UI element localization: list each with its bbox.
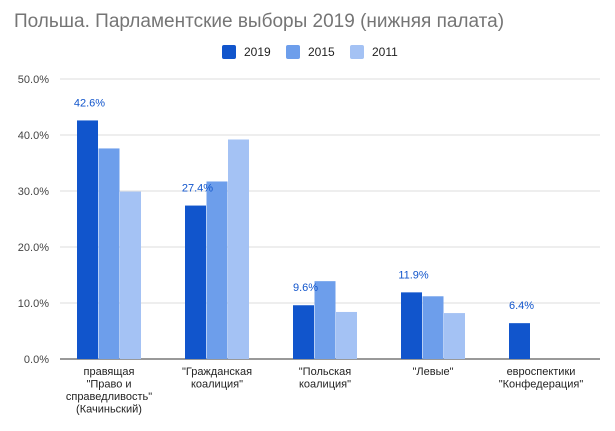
y-tick-label: 10.0%: [18, 298, 49, 310]
x-axis-categories: правящая "Право и справедливость" (Качиньск…: [66, 366, 583, 416]
chart-title: Польша. Парламентские выборы 2019 (нижня…: [14, 11, 504, 32]
data-label: 11.9%: [398, 269, 429, 281]
y-tick-label: 40.0%: [18, 130, 49, 142]
data-labels: 42.6% 27.4% 9.6% 11.9% 6.4%: [74, 97, 534, 312]
bar-2015: [314, 281, 336, 359]
bar-2019: [509, 323, 530, 359]
x-category-label: правящая "Право и справедливость" (Качиньск…: [66, 366, 152, 416]
data-label: 27.4%: [182, 183, 213, 195]
y-tick-label: 50.0%: [18, 74, 49, 86]
y-tick-label: 20.0%: [18, 242, 49, 254]
y-axis-ticks: 0.0% 10.0% 20.0% 30.0% 40.0% 50.0%: [18, 74, 49, 366]
legend-swatch: [286, 45, 300, 59]
data-label: 6.4%: [509, 300, 534, 312]
bar-2015: [206, 181, 228, 359]
y-tick-label: 0.0%: [24, 354, 49, 366]
bar-2011: [120, 191, 141, 359]
chart-bars: [77, 120, 530, 359]
chart-legend: 2019 2015 2011: [222, 45, 398, 59]
legend-label: 2015: [308, 45, 335, 59]
data-label: 42.6%: [74, 97, 105, 109]
x-category-label: "Гражданская коалиция": [182, 366, 252, 391]
bar-2015: [422, 296, 444, 359]
legend-swatch: [350, 45, 364, 59]
bar-2019: [293, 305, 314, 359]
bar-2011: [336, 311, 357, 359]
bar-2019: [401, 292, 422, 359]
legend-label: 2011: [372, 45, 398, 59]
x-category-label: "Левые": [412, 366, 453, 378]
x-category-label: "Польская коалиция": [299, 366, 352, 391]
bar-2011: [444, 313, 465, 359]
bar-2011: [228, 139, 249, 359]
bar-2015: [98, 148, 120, 359]
x-category-label: евроспектики "Конфедерация": [499, 366, 584, 391]
data-label: 9.6%: [293, 282, 318, 294]
y-tick-label: 30.0%: [18, 186, 49, 198]
legend-label: 2019: [244, 45, 271, 59]
bar-2019: [185, 205, 206, 359]
legend-swatch: [222, 45, 236, 59]
bar-2019: [77, 120, 98, 359]
